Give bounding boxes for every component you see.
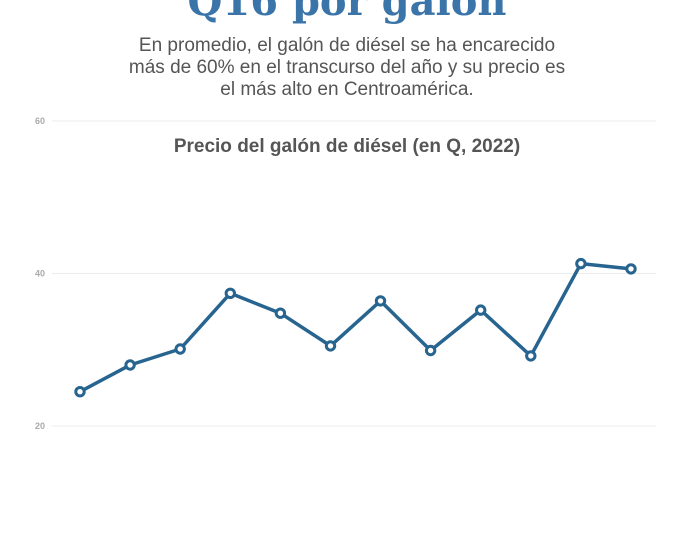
data-point[interactable] [374, 295, 387, 307]
data-point[interactable] [174, 343, 186, 355]
data-point[interactable] [525, 350, 537, 362]
y-tick-label: 40 [35, 269, 45, 279]
grid-layer: 20 40 60 [35, 116, 656, 431]
headline: Q16 por galón [187, 0, 507, 25]
data-point[interactable] [575, 257, 587, 270]
data-point[interactable] [274, 307, 287, 319]
data-point[interactable] [224, 287, 237, 299]
y-tick-label: 20 [35, 421, 45, 431]
data-point[interactable] [424, 344, 437, 357]
data-point[interactable] [324, 340, 337, 352]
chart-title: Precio del galón de diésel (en Q, 2022) [173, 136, 521, 157]
data-point[interactable] [124, 359, 136, 371]
series-line [78, 261, 633, 394]
subtitle-line: En promedio, el galón de diésel se ha en… [138, 35, 556, 56]
data-point[interactable] [625, 263, 637, 275]
data-point[interactable] [74, 386, 86, 398]
y-tick-label: 60 [35, 116, 45, 126]
series-layer [74, 257, 637, 398]
subtitle: En promedio, el galón de diésel se ha en… [127, 35, 567, 101]
data-point[interactable] [475, 304, 487, 316]
subtitle-line: el más alto en Centroamérica. [220, 79, 474, 100]
subtitle-line: más de 60% en el transcurso del año y su… [128, 57, 566, 78]
